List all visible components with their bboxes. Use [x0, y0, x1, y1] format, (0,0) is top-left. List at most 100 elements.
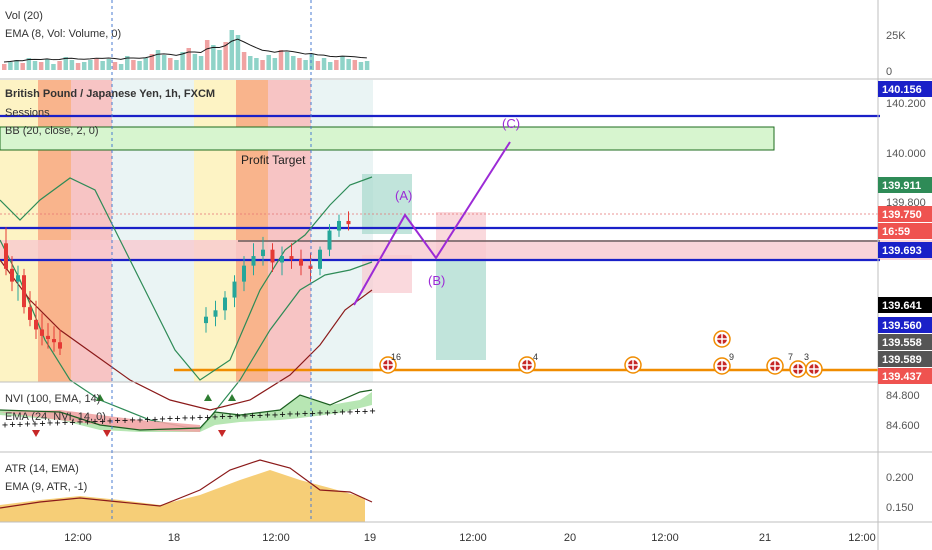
candle-body	[223, 297, 227, 311]
volume-bar	[186, 48, 191, 70]
svg-text:139.558: 139.558	[882, 337, 922, 349]
volume-bar	[180, 52, 185, 70]
svg-text:139.437: 139.437	[882, 371, 922, 383]
candle-body	[22, 275, 26, 308]
svg-text:139.693: 139.693	[882, 245, 922, 257]
candle-body	[58, 342, 62, 349]
nvi-green-area	[0, 392, 372, 432]
atr-pane: ATR (14, EMA) EMA (9, ATR, -1)	[0, 459, 373, 522]
candle-body	[289, 256, 294, 260]
volume-bar	[291, 56, 296, 70]
volume-bar	[334, 60, 339, 70]
event-count: 16	[391, 352, 401, 362]
price-label: 139.560	[878, 317, 932, 333]
time-tick: 20	[564, 532, 576, 544]
nvi-ema-cross: +	[107, 416, 113, 427]
volume-bar	[106, 59, 112, 70]
nvi-ema-cross: +	[257, 410, 263, 421]
event-badge[interactable]	[713, 330, 731, 348]
volume-bar	[100, 61, 105, 70]
volume-bar	[254, 58, 259, 70]
nvi-ema-cross: +	[370, 406, 376, 417]
candle-body	[318, 249, 322, 269]
sell-arrow	[103, 430, 111, 437]
axis-tick-1: 140.200	[886, 98, 926, 110]
candle-body	[346, 220, 351, 225]
volume-bar	[38, 62, 44, 70]
vol-axis-0: 0	[886, 66, 892, 78]
session-band	[194, 80, 236, 382]
volume-bar	[352, 60, 358, 70]
event-badge[interactable]	[805, 360, 823, 378]
nvi-ema-cross: +	[85, 417, 91, 428]
nvi-ema-cross: +	[47, 418, 53, 429]
event-badge[interactable]	[624, 356, 642, 374]
price-labels: 140.156 139.911 139.750 16:59 139.693 139.641…	[878, 81, 932, 384]
nvi-ema-cross: +	[62, 418, 68, 429]
symbol-title: British Pound / Japanese Yen, 1h, FXCM	[5, 88, 215, 100]
volume-bar	[14, 60, 19, 70]
wave-label-b: (B)	[428, 273, 445, 288]
event-badge[interactable]	[766, 357, 784, 375]
svg-text:139.641: 139.641	[882, 300, 922, 312]
nvi-ema-cross: +	[167, 414, 173, 425]
volume-bar	[2, 64, 7, 70]
nvi-cloud	[0, 389, 373, 432]
time-tick: 18	[168, 532, 180, 544]
volume-pane: Vol (20) EMA (8, Vol: Volume, 0)	[2, 10, 370, 70]
session-band	[112, 80, 194, 382]
price-label: 139.589	[878, 351, 932, 367]
nvi-ema-cross: +	[295, 409, 301, 420]
candle-body	[308, 265, 313, 269]
event-badge[interactable]	[379, 356, 397, 374]
volume-ema-label: EMA (8, Vol: Volume, 0)	[5, 28, 121, 40]
volume-bar	[192, 54, 198, 70]
nvi-ema-cross: +	[325, 408, 331, 419]
volume-bar	[217, 50, 222, 70]
volume-bar	[94, 58, 99, 70]
nvi-ema-cross: +	[272, 410, 278, 421]
volume-bar	[364, 61, 370, 70]
event-badge[interactable]	[789, 360, 807, 378]
volume-bar	[149, 54, 155, 70]
nvi-ema-cross: +	[340, 407, 346, 418]
volume-bar	[346, 59, 351, 70]
time-tick: 12:00	[459, 532, 487, 544]
atr-axis-1: 0.200	[886, 472, 914, 484]
nvi-ema-cross: +	[92, 417, 98, 428]
volume-bar	[358, 62, 364, 70]
volume-bar	[137, 61, 142, 70]
event-badge[interactable]	[518, 356, 536, 374]
volume-bar	[223, 42, 228, 70]
trade-zones	[0, 126, 932, 360]
nvi-ema-cross: +	[130, 415, 136, 426]
price-axis[interactable]: 25K 0 140.200 140.000 139.800 84.800 84.…	[878, 30, 932, 514]
volume-bar	[303, 60, 308, 70]
volume-bar	[284, 52, 290, 70]
volume-bar	[266, 55, 271, 70]
price-label: 139.641	[878, 297, 932, 313]
volume-bar	[309, 54, 314, 70]
nvi-ema-cross: +	[77, 417, 83, 428]
price-label: 139.693	[878, 242, 932, 258]
candle-body	[204, 316, 208, 324]
atr-title: ATR (14, EMA)	[5, 463, 79, 475]
volume-title: Vol (20)	[5, 10, 43, 22]
candle-body	[232, 281, 237, 298]
atr-axis-2: 0.150	[886, 502, 914, 514]
volume-bar	[118, 64, 124, 70]
svg-text:139.560: 139.560	[882, 320, 922, 332]
economic-events[interactable]: 16 4 9 7 3	[379, 330, 823, 378]
event-badge[interactable]	[713, 357, 731, 375]
time-axis[interactable]: 12:00 18 12:00 19 12:00 20 12:00 21 12:00	[64, 532, 876, 544]
sessions-label: Sessions	[5, 107, 50, 119]
volume-bar	[235, 35, 241, 70]
nvi-ema-cross: +	[190, 413, 196, 424]
volume-bar	[297, 58, 302, 70]
svg-text:139.750: 139.750	[882, 209, 922, 221]
volume-bar	[327, 62, 333, 70]
volume-bar	[340, 56, 345, 70]
wave-label-c: (C)	[502, 116, 520, 131]
nvi-ema-cross: +	[40, 419, 46, 430]
